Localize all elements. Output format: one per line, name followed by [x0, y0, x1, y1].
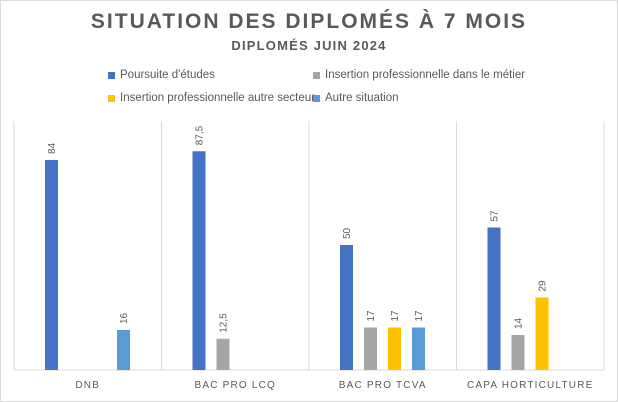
legend-item-insertion-autre: Insertion professionnelle autre secteur [108, 92, 315, 104]
data-label: 14 [514, 317, 525, 329]
legend-label-poursuite: Poursuite d'études [120, 69, 215, 81]
data-label: 17 [390, 310, 401, 322]
bar [511, 335, 525, 370]
chart-title: SITUATION DES DIPLOMÉS À 7 MOIS [90, 10, 528, 33]
chart-subtitle: DIPLOMÉS JUIN 2024 [231, 38, 387, 53]
x-tick-label: BAC PRO TCVA [339, 380, 427, 391]
bar [412, 327, 425, 370]
bar [388, 327, 401, 370]
legend-label-autre-situation: Autre situation [325, 92, 399, 104]
legend-label-insertion-metier: Insertion professionnelle dans le métier [325, 69, 526, 81]
data-label: 16 [119, 312, 130, 324]
legend-swatch-insertion-metier [313, 71, 320, 79]
data-label: 17 [414, 310, 425, 322]
legend-item-insertion-metier: Insertion professionnelle dans le métier [313, 69, 525, 81]
data-label: 29 [538, 280, 549, 292]
bar [364, 327, 377, 370]
data-label: 84 [47, 142, 58, 154]
data-label: 57 [490, 210, 501, 222]
bar [535, 297, 549, 370]
bar [340, 245, 353, 370]
data-label: 17 [366, 310, 377, 322]
data-label: 12,5 [219, 313, 230, 333]
legend-label-insertion-autre: Insertion professionnelle autre secteur [120, 92, 315, 104]
bar [117, 330, 130, 370]
bar [487, 227, 501, 370]
x-tick-label: BAC PRO LCQ [194, 380, 276, 391]
legend-swatch-autre-situation [313, 94, 320, 102]
legend-swatch-insertion-autre [108, 94, 115, 102]
data-label: 87,5 [195, 125, 206, 145]
legend-item-poursuite: Poursuite d'études [108, 69, 215, 81]
legend-swatch-poursuite [108, 71, 115, 79]
bar [216, 338, 230, 370]
bar [45, 160, 58, 370]
data-label: 50 [342, 227, 353, 239]
x-tick-label: CAPA HORTICULTURE [467, 380, 594, 391]
x-tick-label: DNB [75, 380, 100, 391]
bar [192, 151, 206, 370]
legend-item-autre-situation: Autre situation [313, 92, 399, 104]
